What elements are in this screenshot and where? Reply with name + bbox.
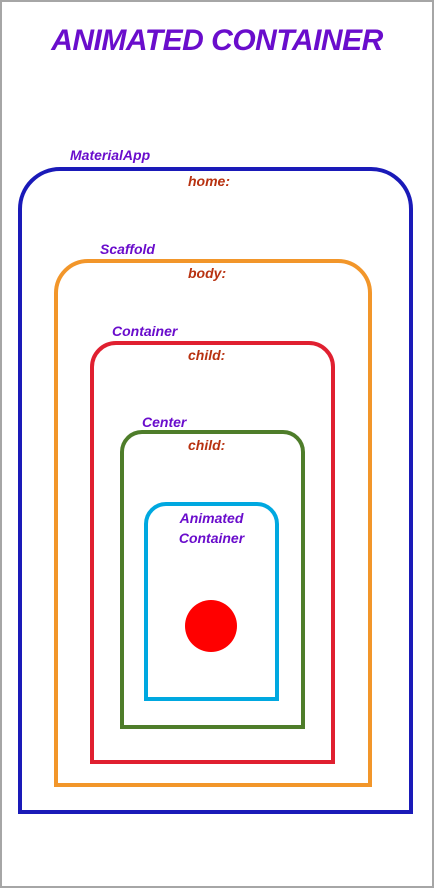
container-child-property-label: child: (188, 347, 226, 363)
animated-container-label-line2: Container (178, 530, 245, 546)
container-label: Container (112, 323, 178, 339)
animated-container-box (144, 502, 279, 701)
home-property-label: home: (188, 173, 230, 189)
center-child-property-label: child: (188, 437, 226, 453)
animated-container-label-line1: Animated (179, 510, 244, 526)
body-property-label: body: (188, 265, 227, 281)
materialapp-box (18, 167, 413, 814)
scaffold-box (54, 259, 372, 787)
center-box (120, 430, 305, 729)
red-ball (185, 600, 237, 652)
materialapp-label: MaterialApp (70, 147, 151, 163)
diagram-title: ANIMATED CONTAINER (51, 24, 383, 57)
center-label: Center (142, 414, 187, 430)
scaffold-label: Scaffold (100, 241, 155, 257)
container-box (90, 341, 335, 764)
